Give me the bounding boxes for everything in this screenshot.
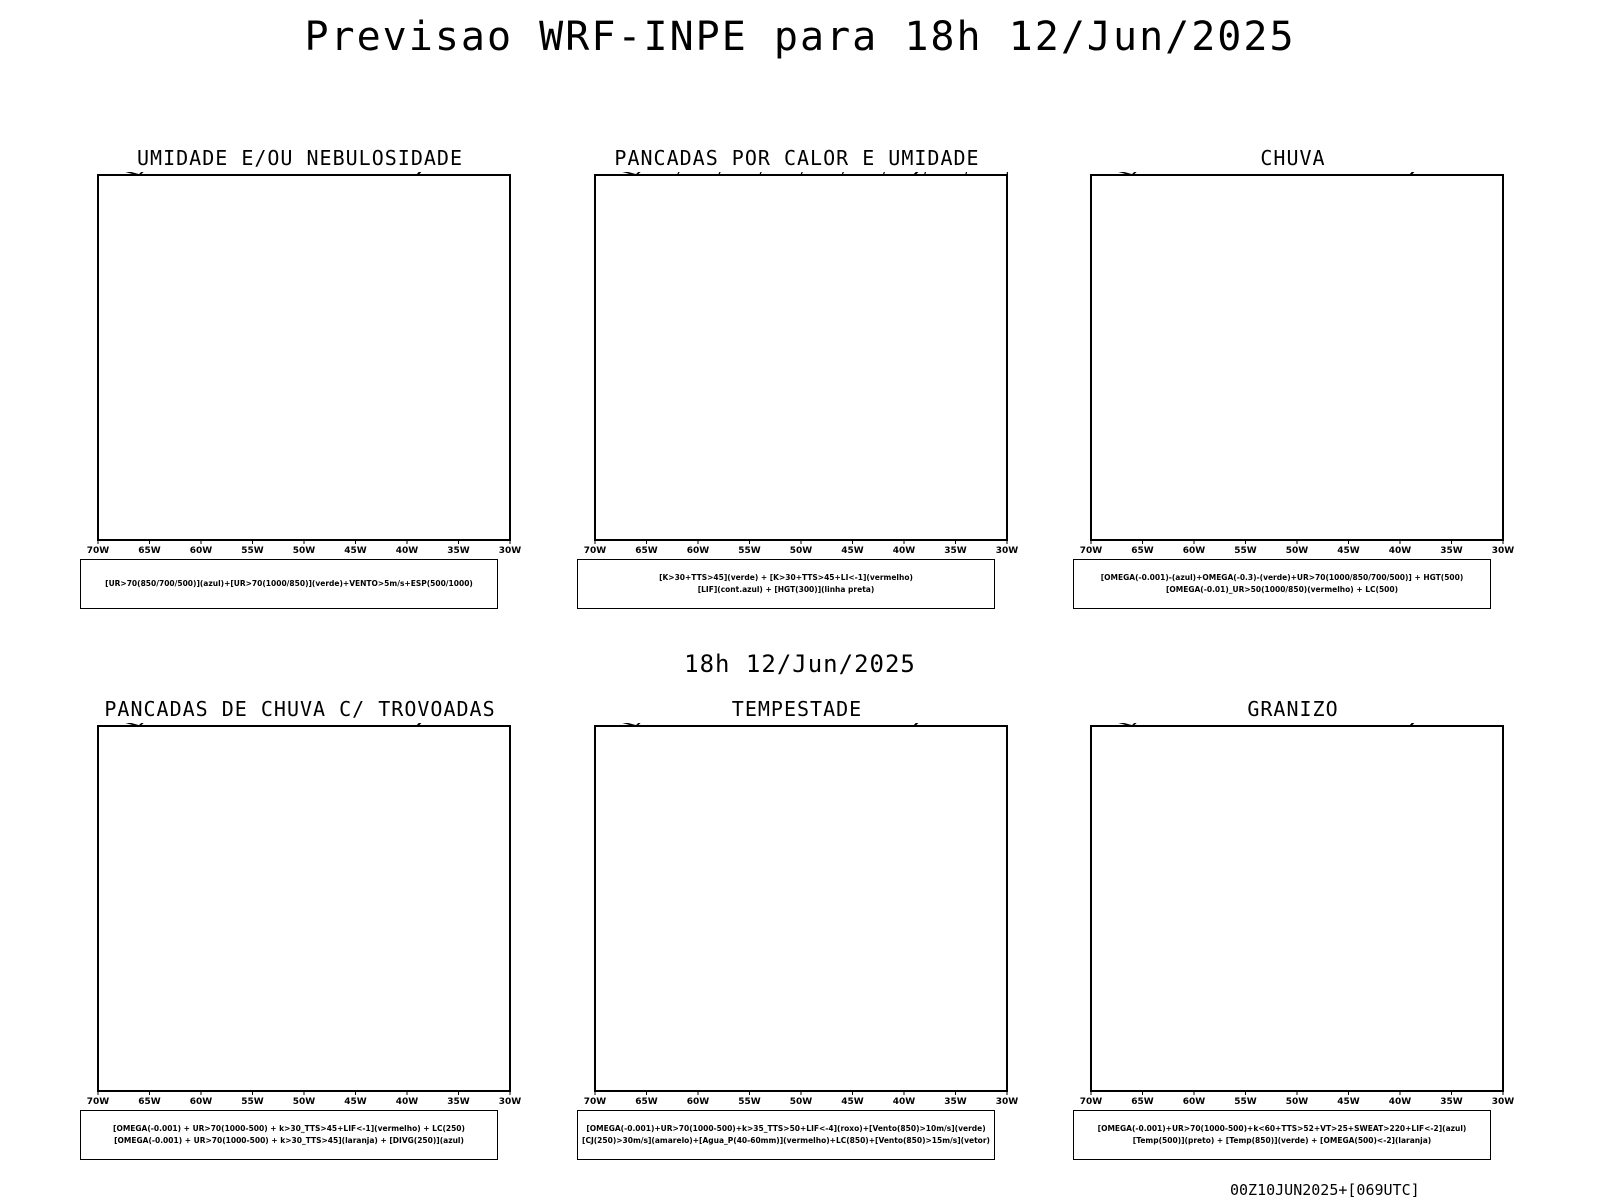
lon-label: 60W — [190, 1097, 213, 1107]
lon-label: 45W — [1337, 546, 1360, 556]
lon-label: 30W — [499, 1097, 522, 1107]
main-title: Previsao WRF-INPE para 18h 12/Jun/2025 — [304, 14, 1296, 60]
mid-title: 18h 12/Jun/2025 — [684, 650, 916, 678]
lon-label: 70W — [87, 546, 110, 556]
panel-umidade: UMIDADE E/OU NEBULOSIDADE 10121016102010… — [60, 146, 540, 616]
legend-line: [LIF](cont.azul) + [HGT(300)](linha pret… — [697, 585, 875, 594]
legend-line: [OMEGA(-0.001)+UR>70(1000-500)+k>35_TTS>… — [586, 1124, 986, 1133]
lon-label: 35W — [944, 1097, 967, 1107]
lon-label: 40W — [893, 1097, 916, 1107]
lon-label: 70W — [1080, 1097, 1103, 1107]
panel-title: PANCADAS POR CALOR E UMIDADE — [614, 146, 980, 170]
lon-label: 70W — [1080, 546, 1103, 556]
lon-label: 35W — [1440, 1097, 1463, 1107]
lon-label: 50W — [293, 1097, 316, 1107]
legend-box: [OMEGA(-0.001)+UR>70(1000-500)+k<60+TTS>… — [1073, 1110, 1491, 1160]
lon-label: 65W — [1131, 546, 1154, 556]
legend-line: [OMEGA(-0.001)-(azul)+OMEGA(-0.3)-(verde… — [1100, 573, 1464, 582]
map-pancadas-calor: 9600960095209520952094409440944093609280… — [584, 172, 1019, 556]
panel-title: TEMPESTADE — [731, 697, 863, 721]
panel-title: UMIDADE E/OU NEBULOSIDADE — [136, 146, 464, 170]
lon-label: 65W — [138, 1097, 161, 1107]
legend-box: [OMEGA(-0.001) + UR>70(1000-500) + k>30_… — [80, 1110, 498, 1160]
lon-label: 55W — [738, 546, 761, 556]
lon-label: 30W — [996, 1097, 1019, 1107]
panel-title: GRANIZO — [1247, 697, 1339, 721]
lon-label: 70W — [584, 546, 607, 556]
lon-label: 50W — [790, 1097, 813, 1107]
panel-pancadas-calor: PANCADAS POR CALOR E UMIDADE 96009600952… — [557, 146, 1037, 616]
lon-label: 35W — [1440, 546, 1463, 556]
lon-label: 55W — [1234, 1097, 1257, 1107]
lon-label: 30W — [1492, 546, 1515, 556]
lon-label: 65W — [138, 546, 161, 556]
lon-label: 55W — [738, 1097, 761, 1107]
lon-label: 40W — [1389, 546, 1412, 556]
lon-label: 70W — [87, 1097, 110, 1107]
lon-label: 55W — [241, 1097, 264, 1107]
lon-label: 60W — [687, 1097, 710, 1107]
map-trovoadas: 12S15S18S21S24S27S30S33S36S39S42S70W65W6… — [87, 723, 522, 1107]
lon-label: 60W — [687, 546, 710, 556]
legend-line: [Temp(500)](preto) + [Temp(850)](verde) … — [1132, 1136, 1432, 1145]
lon-label: 50W — [1286, 1097, 1309, 1107]
lon-label: 40W — [1389, 1097, 1412, 1107]
lon-label: 65W — [635, 1097, 658, 1107]
map-frame — [97, 725, 511, 1092]
map-frame — [97, 174, 511, 541]
legend-box: [K>30+TTS>45](verde) + [K>30+TTS>45+LI<-… — [577, 559, 995, 609]
panel-title: PANCADAS DE CHUVA C/ TROVOADAS — [104, 697, 496, 721]
lon-label: 65W — [635, 546, 658, 556]
lon-label: 40W — [396, 1097, 419, 1107]
map-frame — [1090, 174, 1504, 541]
legend-box: [OMEGA(-0.001)-(azul)+OMEGA(-0.3)-(verde… — [1073, 559, 1491, 609]
lon-label: 45W — [1337, 1097, 1360, 1107]
map-tempestade: 12S15S18S21S24S27S30S33S36S39S42S70W65W6… — [584, 723, 1019, 1107]
lon-label: 45W — [344, 546, 367, 556]
legend-line: [K>30+TTS>45](verde) + [K>30+TTS>45+LI<-… — [659, 573, 913, 582]
lon-label: 45W — [344, 1097, 367, 1107]
lon-label: 50W — [1286, 546, 1309, 556]
lon-label: 60W — [1183, 1097, 1206, 1107]
lon-label: 35W — [944, 546, 967, 556]
lon-label: 40W — [396, 546, 419, 556]
lon-label: 30W — [499, 546, 522, 556]
lon-label: 45W — [841, 546, 864, 556]
lon-label: 60W — [190, 546, 213, 556]
lon-label: 70W — [584, 1097, 607, 1107]
map-frame — [594, 725, 1008, 1092]
map-frame — [1090, 725, 1504, 1092]
legend-line: [OMEGA(-0.001) + UR>70(1000-500) + k>30_… — [113, 1124, 465, 1133]
lon-label: 30W — [1492, 1097, 1515, 1107]
panel-chuva: CHUVA 5825795765765735735705675645615795… — [1053, 146, 1533, 616]
legend-line: [CJ(250)>30m/s](amarelo)+[Agua_P(40-60mm… — [582, 1136, 990, 1145]
panel-title: CHUVA — [1260, 146, 1326, 170]
legend-line: [UR>70(850/700/500)](azul)+[UR>70(1000/8… — [105, 579, 473, 588]
legend-box: [UR>70(850/700/500)](azul)+[UR>70(1000/8… — [80, 559, 498, 609]
map-frame — [594, 174, 1008, 541]
lon-label: 30W — [996, 546, 1019, 556]
lon-label: 55W — [1234, 546, 1257, 556]
lon-label: 50W — [293, 546, 316, 556]
map-umidade: 1012101610201024102010081008101610245765… — [87, 172, 522, 556]
panel-tempestade: TEMPESTADE 12S15S18S21S24S27S30S33S36S39… — [557, 697, 1037, 1167]
panel-trovoadas: PANCADAS DE CHUVA C/ TROVOADAS 12S15S18S… — [60, 697, 540, 1167]
lon-label: 40W — [893, 546, 916, 556]
legend-box: [OMEGA(-0.001)+UR>70(1000-500)+k>35_TTS>… — [577, 1110, 995, 1160]
lon-label: 65W — [1131, 1097, 1154, 1107]
lon-label: 35W — [447, 546, 470, 556]
map-chuva: 5825795765765735735705675645615795765675… — [1080, 172, 1515, 556]
map-granizo: -12-12-15-18-21151215121821-9-1212S15S18… — [1080, 723, 1515, 1107]
lon-label: 60W — [1183, 546, 1206, 556]
lon-label: 55W — [241, 546, 264, 556]
panel-granizo: GRANIZO -12-12-15-18-21151215121821-9-12… — [1053, 697, 1533, 1167]
legend-line: [OMEGA(-0.001) + UR>70(1000-500) + k>30_… — [114, 1136, 464, 1145]
run-label: 00Z10JUN2025+[069UTC] — [1230, 1181, 1420, 1199]
lon-label: 45W — [841, 1097, 864, 1107]
lon-label: 50W — [790, 546, 813, 556]
hgt300-contour — [1006, 172, 1009, 176]
legend-line: [OMEGA(-0.001)+UR>70(1000-500)+k<60+TTS>… — [1097, 1124, 1467, 1133]
lon-label: 35W — [447, 1097, 470, 1107]
legend-line: [OMEGA(-0.01)_UR>50(1000/850)(vermelho) … — [1165, 585, 1399, 594]
